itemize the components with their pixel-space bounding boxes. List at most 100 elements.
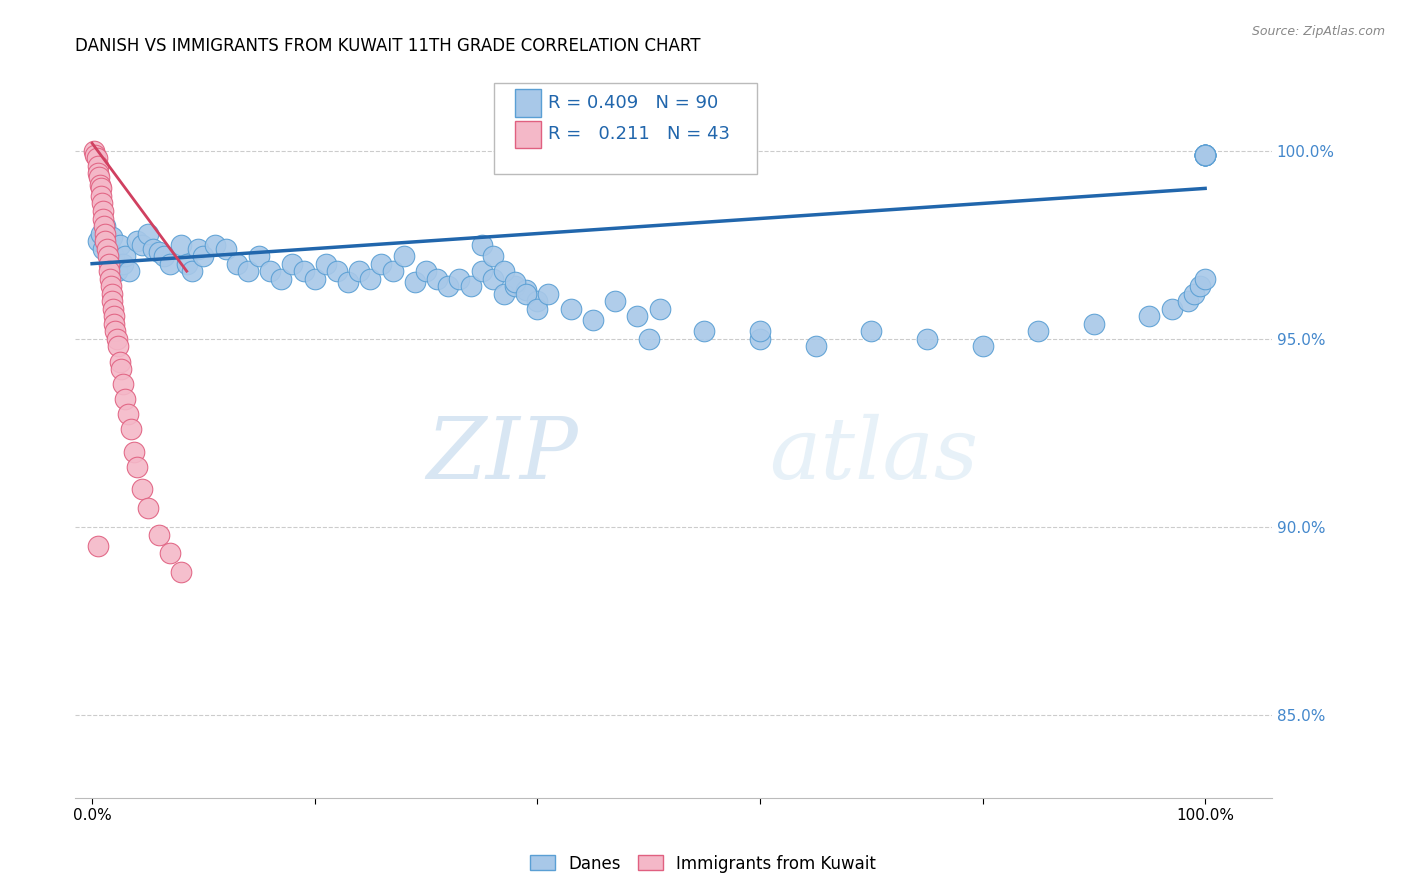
Point: [101, 286, 124, 301]
Point: [359, 271, 381, 285]
Point: [337, 276, 360, 290]
Point: [86, 539, 108, 553]
Point: [347, 264, 370, 278]
Point: [972, 339, 994, 353]
Point: [526, 301, 548, 316]
Point: [87, 170, 110, 185]
Point: [1194, 147, 1216, 161]
Point: [626, 310, 648, 324]
Point: [170, 237, 193, 252]
Point: [91, 242, 114, 256]
Point: [97, 264, 120, 278]
Point: [1026, 325, 1049, 339]
Point: [370, 257, 392, 271]
Point: [176, 257, 198, 271]
Point: [170, 566, 193, 580]
Point: [537, 286, 560, 301]
Point: [381, 264, 404, 278]
FancyBboxPatch shape: [494, 83, 758, 174]
Point: [247, 249, 270, 263]
Point: [515, 286, 537, 301]
Point: [98, 271, 121, 285]
Point: [1182, 286, 1205, 301]
Point: [94, 234, 117, 248]
Point: [83, 144, 105, 158]
Point: [748, 332, 770, 346]
Point: [187, 242, 209, 256]
Point: [105, 332, 128, 346]
Point: [103, 249, 125, 263]
Point: [118, 264, 141, 278]
Point: [1194, 147, 1216, 161]
Point: [112, 377, 135, 392]
Point: [97, 249, 120, 263]
Point: [112, 257, 135, 271]
Point: [107, 339, 129, 353]
Point: [648, 301, 671, 316]
Point: [103, 301, 125, 316]
Point: [804, 339, 827, 353]
Point: [1083, 317, 1105, 331]
Point: [120, 422, 142, 436]
Point: [481, 271, 503, 285]
Point: [136, 501, 159, 516]
Point: [101, 294, 124, 309]
Point: [101, 230, 124, 244]
Point: [492, 286, 515, 301]
Point: [104, 325, 127, 339]
Point: [259, 264, 281, 278]
Point: [148, 245, 170, 260]
Point: [492, 264, 515, 278]
Point: [90, 189, 112, 203]
FancyBboxPatch shape: [515, 89, 541, 117]
Point: [193, 249, 215, 263]
Point: [114, 392, 136, 406]
Point: [90, 227, 112, 241]
Point: [110, 362, 132, 376]
Point: [1160, 301, 1182, 316]
Point: [582, 313, 605, 327]
Point: [526, 294, 548, 309]
Text: R = 0.409   N = 90: R = 0.409 N = 90: [548, 94, 718, 112]
Point: [94, 219, 117, 233]
Point: [108, 237, 131, 252]
Point: [125, 234, 148, 248]
Point: [503, 276, 526, 290]
Point: [503, 279, 526, 293]
Point: [124, 445, 146, 459]
Point: [637, 332, 659, 346]
Point: [1177, 294, 1199, 309]
Text: Source: ZipAtlas.com: Source: ZipAtlas.com: [1251, 25, 1385, 38]
Point: [437, 279, 460, 293]
Point: [415, 264, 437, 278]
Point: [117, 407, 139, 421]
Point: [96, 242, 118, 256]
Point: [90, 181, 112, 195]
Point: [159, 257, 181, 271]
Point: [270, 271, 292, 285]
Point: [136, 227, 159, 241]
Point: [105, 264, 128, 278]
Point: [131, 237, 153, 252]
Point: [181, 264, 204, 278]
Point: [481, 249, 503, 263]
Point: [404, 276, 426, 290]
Point: [125, 459, 148, 474]
Point: [1194, 271, 1216, 285]
Point: [236, 264, 259, 278]
Point: [915, 332, 938, 346]
Point: [100, 279, 122, 293]
Point: [94, 227, 117, 241]
Point: [159, 546, 181, 560]
FancyBboxPatch shape: [515, 120, 541, 148]
Point: [1139, 310, 1161, 324]
Point: [315, 257, 337, 271]
Point: [114, 249, 136, 263]
Point: [471, 264, 494, 278]
Point: [103, 317, 125, 331]
Point: [1194, 147, 1216, 161]
Point: [1194, 147, 1216, 161]
Point: [86, 234, 108, 248]
Point: [326, 264, 349, 278]
Point: [148, 527, 170, 541]
